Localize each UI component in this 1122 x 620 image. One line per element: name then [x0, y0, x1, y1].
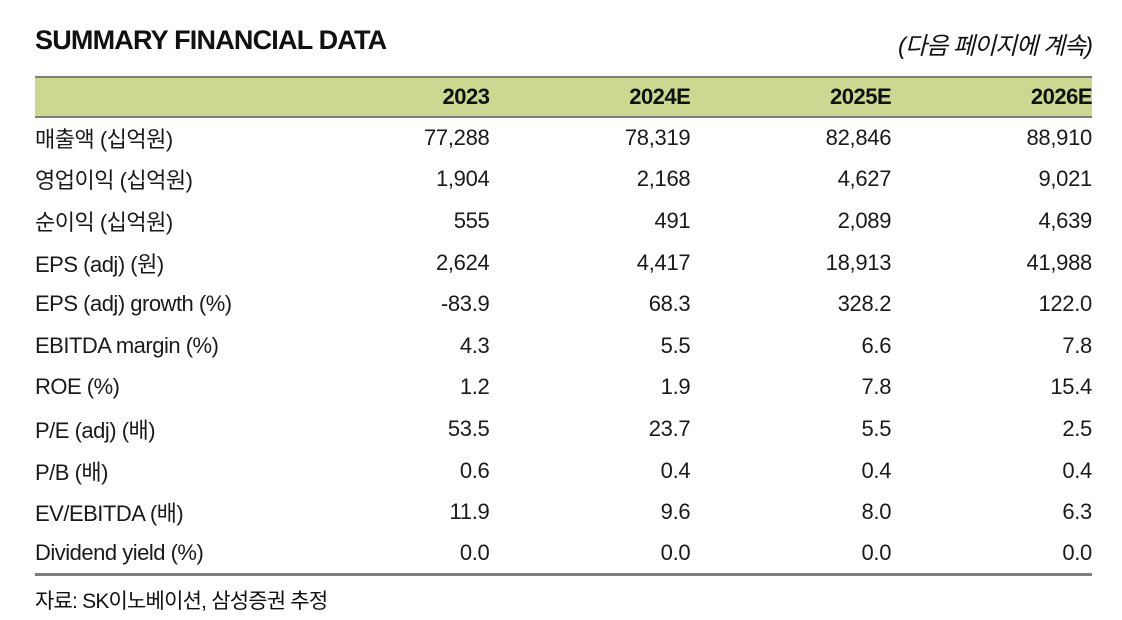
row-label: EBITDA margin (%) — [35, 332, 219, 358]
table-row: ROE (%) 1.2 1.9 7.8 15.4 — [35, 367, 1092, 409]
row-value: 122.0 — [1038, 291, 1092, 317]
row-value: 7.8 — [1062, 332, 1092, 358]
row-value: 8.0 — [861, 499, 892, 525]
row-value: 15.4 — [1050, 374, 1092, 400]
row-value: 7.8 — [861, 374, 892, 400]
header-cell-year: 2025E — [690, 76, 892, 118]
page-title: SUMMARY FINANCIAL DATA — [35, 25, 387, 55]
row-value: 2.5 — [1062, 415, 1092, 441]
row-value: 18,913 — [825, 249, 892, 275]
row-value: 2,624 — [435, 249, 490, 275]
row-label: 매출액 (십억원) — [35, 127, 173, 153]
row-label: Dividend yield (%) — [35, 532, 289, 577]
row-value: 9.6 — [660, 499, 691, 525]
header-cell-year: 2026E — [891, 76, 1092, 118]
header-row: 2023 2024E 2025E 2026E — [35, 76, 1092, 118]
header-cell-year: 2024E — [489, 76, 691, 118]
table-row: Dividend yield (%) 0.0 0.0 0.0 0.0 — [35, 532, 1092, 577]
row-value: 0.0 — [489, 532, 691, 577]
row-value: 5.5 — [660, 332, 691, 358]
header-cell-year: 2023 — [288, 76, 490, 118]
row-label: ROE (%) — [35, 374, 120, 400]
table-header-bar: SUMMARY FINANCIAL DATA (다음 페이지에 계속) — [35, 25, 1093, 61]
row-value: 4.3 — [459, 332, 490, 358]
financial-summary-table: 2023 2024E 2025E 2026E 매출액 (십억원) 77,288 78… — [35, 76, 1092, 577]
row-value: 88,910 — [1026, 125, 1093, 151]
row-value: 78,319 — [624, 125, 691, 151]
row-value: 82,846 — [825, 125, 892, 151]
row-value: 4,417 — [636, 249, 691, 275]
table-row: EPS (adj) (원) 2,624 4,417 18,913 41,988 — [35, 242, 1092, 284]
row-value: 9,021 — [1038, 166, 1092, 192]
row-value: 1,904 — [435, 166, 490, 192]
row-value: 6.6 — [861, 332, 892, 358]
row-value: 555 — [453, 207, 490, 233]
row-value: 0.4 — [1062, 457, 1092, 483]
row-value: 0.0 — [690, 532, 891, 577]
row-value: 328.2 — [837, 291, 892, 317]
row-value: 0.4 — [660, 457, 691, 483]
row-label: 영업이익 (십억원) — [35, 168, 193, 194]
table-row: P/B (배) 0.6 0.4 0.4 0.4 — [35, 450, 1092, 492]
table-head: 2023 2024E 2025E 2026E — [35, 76, 1092, 118]
row-label: EPS (adj) (원) — [35, 251, 164, 277]
table-row: 영업이익 (십억원) 1,904 2,168 4,627 9,021 — [35, 159, 1092, 201]
row-value: 2,089 — [837, 207, 892, 233]
table-row: P/E (adj) (배) 53.5 23.7 5.5 2.5 — [35, 408, 1092, 450]
row-value: 6.3 — [1062, 499, 1092, 525]
row-value: 0.6 — [459, 457, 490, 483]
row-value: 0.0 — [288, 532, 490, 577]
row-value: 11.9 — [449, 499, 490, 525]
row-label: 순이익 (십억원) — [35, 209, 173, 235]
row-value: 53.5 — [447, 415, 490, 441]
row-value: 2,168 — [636, 166, 691, 192]
table-row: EBITDA margin (%) 4.3 5.5 6.6 7.8 — [35, 325, 1092, 367]
row-label: P/B (배) — [35, 459, 108, 485]
row-value: 0.4 — [861, 457, 892, 483]
row-label: P/E (adj) (배) — [35, 417, 156, 443]
row-value: 0.0 — [891, 532, 1092, 577]
row-value: 5.5 — [861, 415, 892, 441]
row-value: 77,288 — [424, 125, 490, 151]
table-row: 순이익 (십억원) 555 491 2,089 4,639 — [35, 200, 1092, 242]
table-row: EPS (adj) growth (%) -83.9 68.3 328.2 122.0 — [35, 283, 1092, 325]
continuation-note: (다음 페이지에 계속) — [898, 33, 1093, 60]
row-label: EV/EBITDA (배) — [35, 501, 184, 527]
row-value: 23.7 — [648, 415, 691, 441]
row-value: 4,627 — [837, 166, 892, 192]
row-value: -83.9 — [440, 291, 490, 317]
row-value: 68.3 — [648, 291, 691, 317]
row-value: 1.9 — [660, 374, 691, 400]
row-value: 4,639 — [1038, 207, 1092, 233]
header-cell-blank — [35, 76, 289, 118]
row-value: 1.2 — [459, 374, 490, 400]
source-note: 자료: SK이노베이션, 삼성증권 추정 — [35, 590, 328, 614]
row-value: 491 — [654, 207, 691, 233]
table-body: 매출액 (십억원) 77,288 78,319 82,846 88,910 영업이익 (십… — [35, 117, 1092, 577]
table-row: 매출액 (십억원) 77,288 78,319 82,846 88,910 — [35, 117, 1092, 159]
row-value: 41,988 — [1026, 249, 1093, 275]
row-label: EPS (adj) growth (%) — [35, 291, 232, 317]
table-row: EV/EBITDA (배) 11.9 9.6 8.0 6.3 — [35, 491, 1092, 533]
